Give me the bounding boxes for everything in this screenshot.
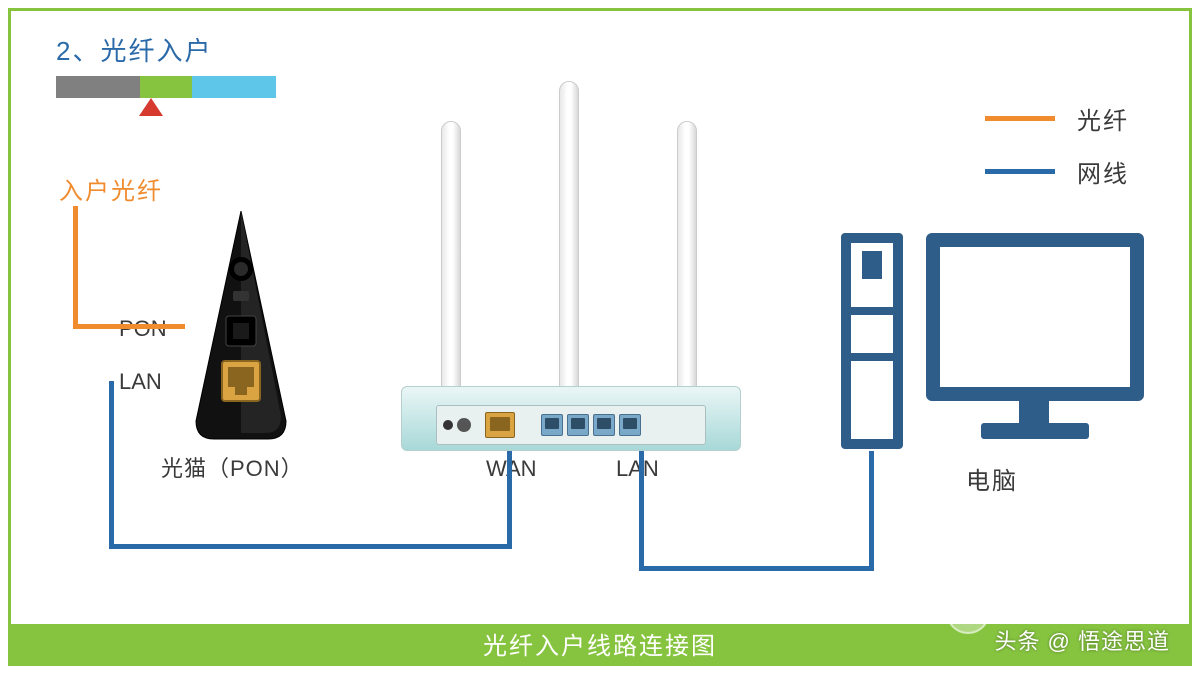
fiber-wire — [73, 324, 185, 329]
legend-row-cable: 网线 — [985, 154, 1129, 189]
cable-wire — [869, 451, 874, 571]
footer-title: 光纤入户线路连接图 — [483, 626, 717, 661]
modem-caption: 光猫（PON） — [161, 451, 304, 483]
cable-wire — [639, 451, 644, 571]
monitor-base — [981, 423, 1089, 439]
legend-label-cable: 网线 — [1077, 154, 1129, 189]
label-pon: PON — [119, 316, 167, 342]
diagram-canvas: 2、光纤入户 光纤 网线 入户光纤 PON — [11, 11, 1189, 624]
antenna-icon — [559, 81, 579, 396]
label-incoming-fiber: 入户光纤 — [59, 171, 163, 206]
progress-pointer-icon — [139, 98, 163, 116]
cable-wire — [639, 566, 874, 571]
monitor-icon — [926, 233, 1144, 401]
legend-swatch-fiber — [985, 116, 1055, 121]
lan-port-icon — [593, 414, 615, 436]
watermark-text: 头条 @ 悟途思道 — [994, 624, 1170, 656]
legend-swatch-cable — [985, 169, 1055, 174]
pc-power-icon — [862, 251, 882, 279]
watermark-badge-icon — [946, 590, 990, 634]
pc-caption: 电脑 — [966, 461, 1018, 496]
progress-seg-3 — [192, 76, 276, 98]
label-router-lan: LAN — [616, 456, 659, 482]
optical-modem-icon — [186, 211, 296, 441]
lan-port-icon — [567, 414, 589, 436]
wan-port-icon — [485, 412, 515, 438]
lan-port-icon — [541, 414, 563, 436]
legend-label-fiber: 光纤 — [1077, 101, 1129, 136]
reset-button-icon — [457, 418, 471, 432]
cable-wire — [109, 381, 114, 549]
legend-row-fiber: 光纤 — [985, 101, 1129, 136]
pc-tower-icon — [841, 233, 903, 449]
progress-bar — [56, 76, 276, 98]
antenna-icon — [677, 121, 697, 396]
legend: 光纤 网线 — [985, 101, 1129, 189]
label-modem-lan: LAN — [119, 369, 162, 395]
router-back-panel — [436, 405, 706, 445]
power-port-icon — [443, 420, 453, 430]
router-icon — [381, 121, 761, 451]
fiber-wire — [73, 206, 78, 329]
pc-drive-icon — [851, 353, 893, 361]
pc-icon — [841, 233, 1151, 453]
lan-port-icon — [619, 414, 641, 436]
section-title: 2、光纤入户 — [56, 31, 212, 68]
cable-wire — [507, 451, 512, 549]
cable-wire — [109, 544, 512, 549]
progress-seg-1 — [56, 76, 140, 98]
antenna-icon — [441, 121, 461, 396]
progress-seg-2 — [140, 76, 193, 98]
pc-drive-icon — [851, 307, 893, 315]
